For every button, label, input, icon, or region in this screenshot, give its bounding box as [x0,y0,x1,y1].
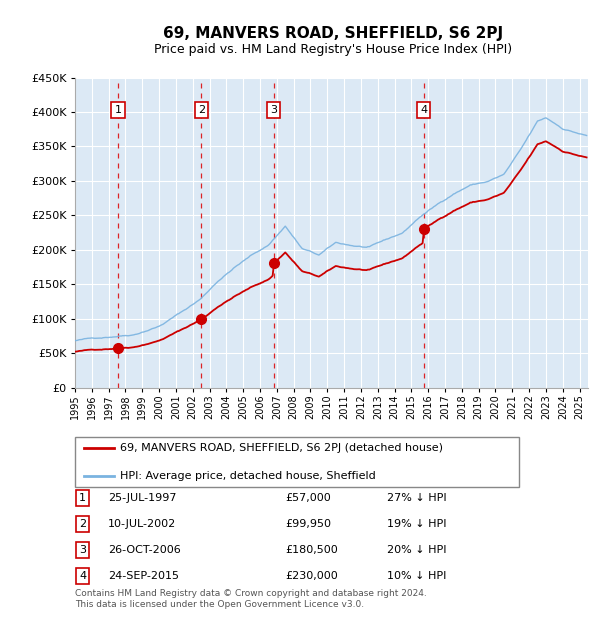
Text: 24-SEP-2015: 24-SEP-2015 [108,571,179,581]
Text: Price paid vs. HM Land Registry's House Price Index (HPI): Price paid vs. HM Land Registry's House … [154,43,512,56]
Text: HPI: Average price, detached house, Sheffield: HPI: Average price, detached house, Shef… [120,471,376,480]
Text: 20% ↓ HPI: 20% ↓ HPI [387,545,446,555]
Text: 26-OCT-2006: 26-OCT-2006 [108,545,181,555]
Text: Contains HM Land Registry data © Crown copyright and database right 2024.
This d: Contains HM Land Registry data © Crown c… [75,590,427,609]
Text: 19% ↓ HPI: 19% ↓ HPI [387,519,446,529]
Text: 4: 4 [79,571,86,581]
Text: 10-JUL-2002: 10-JUL-2002 [108,519,176,529]
Text: 27% ↓ HPI: 27% ↓ HPI [387,493,446,503]
Text: 1: 1 [79,493,86,503]
Text: 25-JUL-1997: 25-JUL-1997 [108,493,176,503]
Text: 4: 4 [420,105,427,115]
Text: 3: 3 [271,105,277,115]
Text: £230,000: £230,000 [285,571,338,581]
Text: £57,000: £57,000 [285,493,331,503]
Text: 2: 2 [198,105,205,115]
Text: £99,950: £99,950 [285,519,331,529]
Text: 3: 3 [79,545,86,555]
Text: 10% ↓ HPI: 10% ↓ HPI [387,571,446,581]
Text: 2: 2 [79,519,86,529]
Text: 69, MANVERS ROAD, SHEFFIELD, S6 2PJ (detached house): 69, MANVERS ROAD, SHEFFIELD, S6 2PJ (det… [120,443,443,453]
Text: 1: 1 [115,105,122,115]
Text: 69, MANVERS ROAD, SHEFFIELD, S6 2PJ: 69, MANVERS ROAD, SHEFFIELD, S6 2PJ [163,26,503,41]
Text: £180,500: £180,500 [285,545,338,555]
